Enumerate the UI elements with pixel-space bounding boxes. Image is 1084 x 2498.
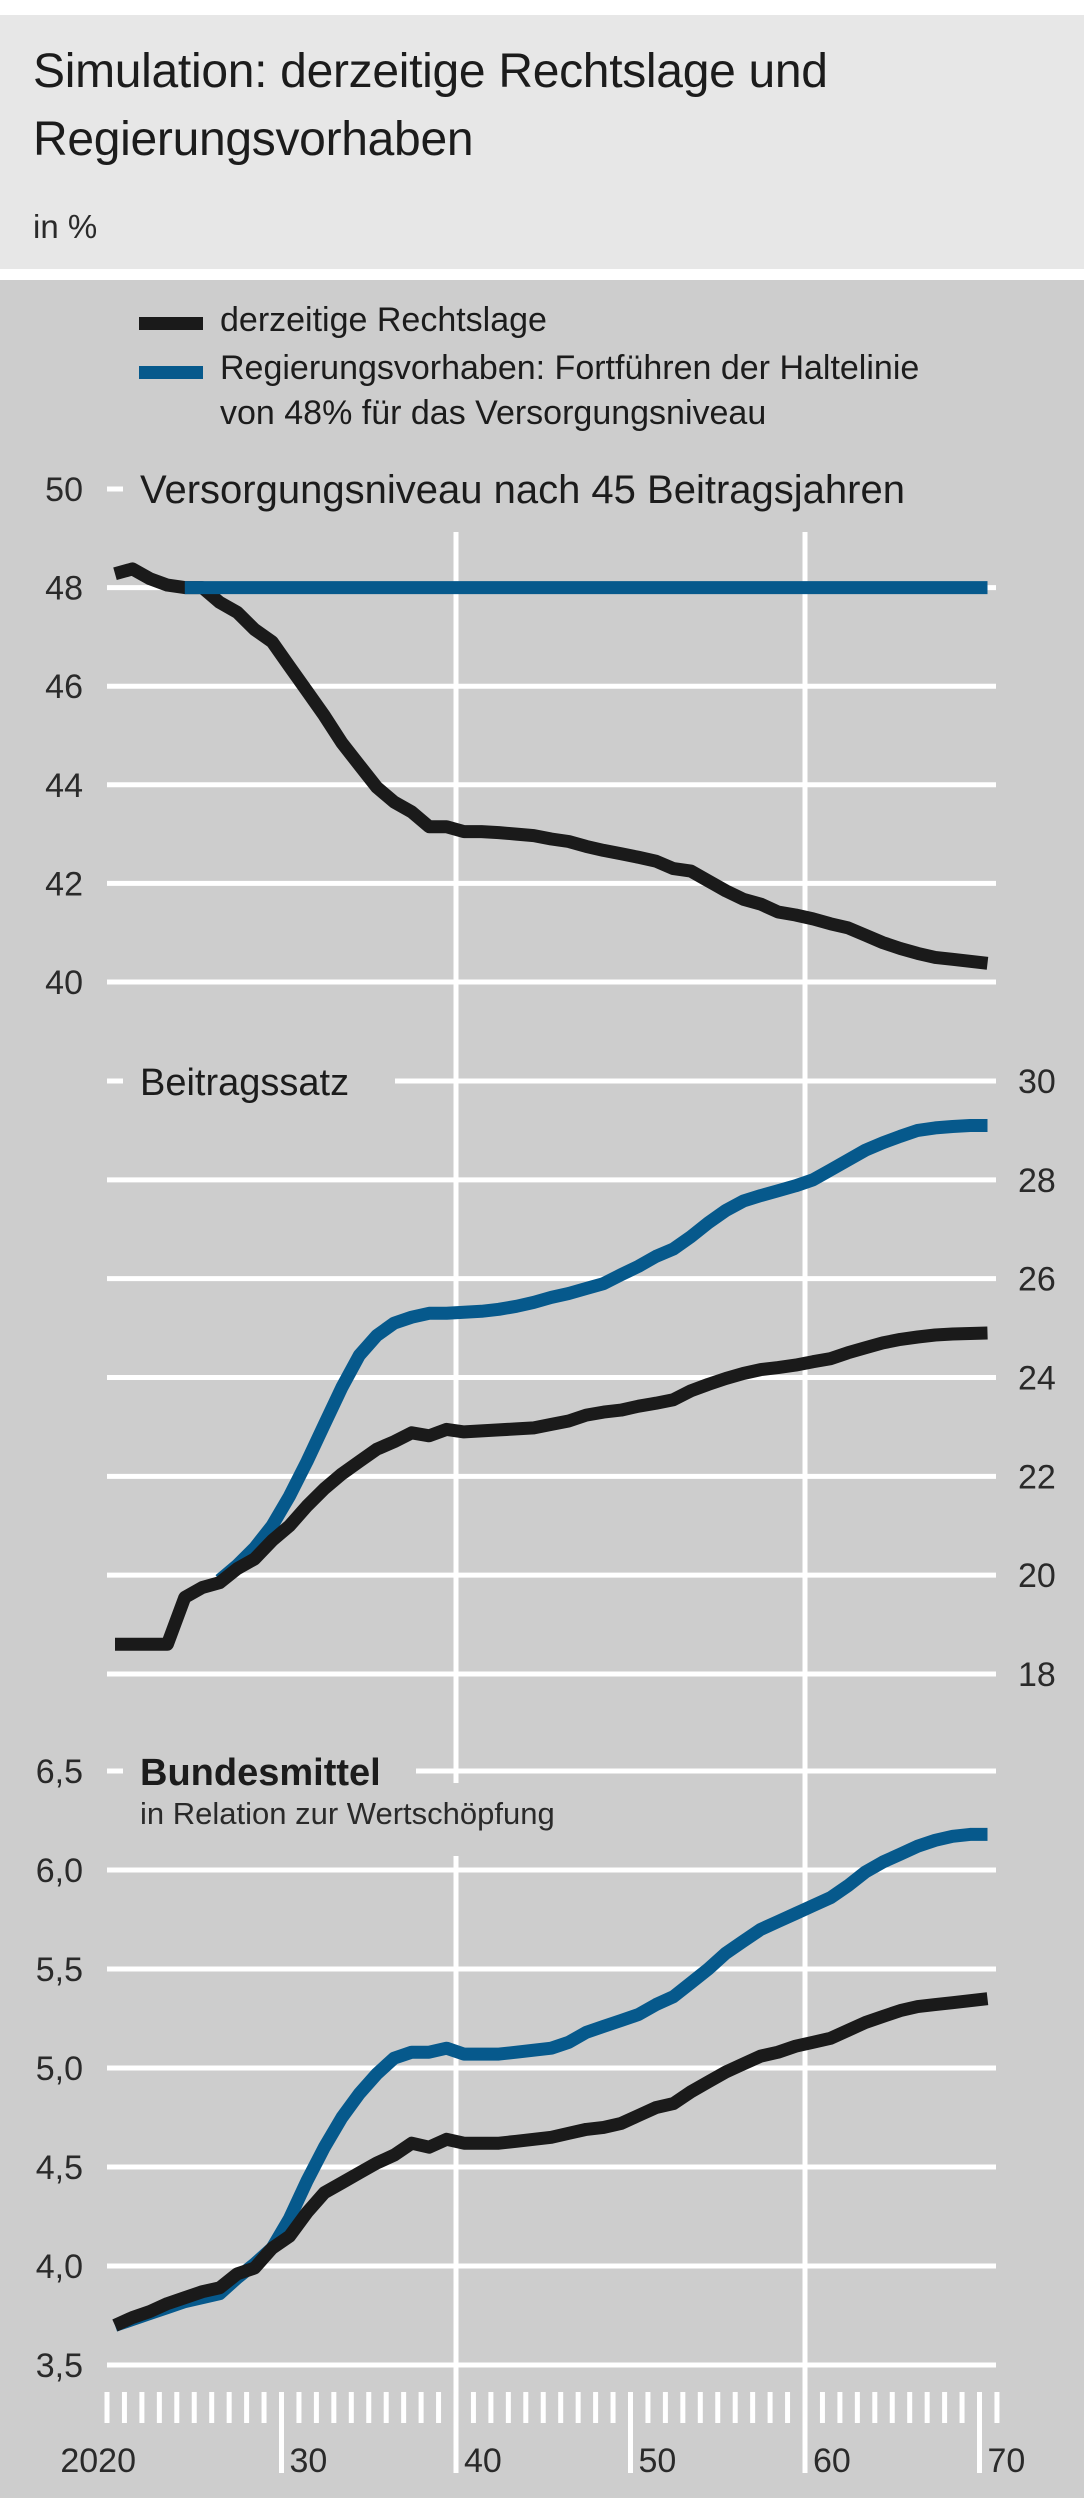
legend-label-plan-line1: Regierungsvorhaben: Fortführen der Halte… — [220, 349, 920, 387]
panel-title: Beitragssatz — [140, 1062, 349, 1104]
y-tick-label: 18 — [1018, 1656, 1056, 1694]
y-tick-label: 26 — [1018, 1261, 1056, 1299]
legend-label-current: derzeitige Rechtslage — [220, 301, 547, 339]
chart-header — [0, 15, 1084, 269]
y-tick-label: 5,5 — [36, 1951, 83, 1989]
chart-title: Simulation: derzeitige Rechtslage und Re… — [33, 45, 828, 166]
unit-label: in % — [33, 208, 98, 245]
y-tick-label: 5,0 — [36, 2050, 83, 2088]
series-line-current — [112, 1992, 989, 2332]
y-tick-label: 3,5 — [36, 2347, 83, 2385]
y-tick-label: 44 — [45, 767, 83, 805]
y-tick-label: 4,5 — [36, 2149, 83, 2187]
y-tick-label: 40 — [45, 964, 83, 1002]
panel-title: Bundesmittel — [140, 1752, 381, 1794]
panel-1: 40 42 44 46 48 50 Versorgungsniveau nach 45 Be… — [45, 468, 996, 1002]
y-tick-label: 28 — [1018, 1162, 1056, 1200]
series-line-plan — [112, 1827, 988, 2332]
series-line-plan — [215, 1119, 988, 1586]
panel-2: 18 20 22 24 26 28 30 Beitragssatz — [107, 1062, 1056, 1694]
y-tick-label: 42 — [45, 865, 83, 903]
y-tick-label: 30 — [1018, 1063, 1056, 1101]
y-tick-label: 24 — [1018, 1360, 1056, 1398]
legend-label-plan-line2: von 48% für das Versorgungsniveau — [220, 394, 767, 432]
y-tick-label: 22 — [1018, 1458, 1056, 1496]
y-tick-label: 6,0 — [36, 1852, 83, 1890]
x-axis: 2020 30 40 50 60 70 — [60, 2392, 1025, 2480]
legend-swatch-current — [139, 317, 203, 330]
x-tick-label: 40 — [464, 2442, 502, 2480]
y-tick-label: 20 — [1018, 1557, 1056, 1595]
y-tick-label: 6,5 — [36, 1753, 83, 1791]
panel-title: Versorgungsniveau nach 45 Beitragsjahren — [140, 468, 905, 512]
x-tick-label: 2020 — [60, 2442, 136, 2480]
y-tick-label: 50 — [45, 471, 83, 509]
plot-background — [0, 280, 1084, 2498]
y-tick-label: 46 — [45, 668, 83, 706]
x-tick-label: 70 — [988, 2442, 1026, 2480]
series-line-current — [113, 562, 989, 970]
y-tick-label: 48 — [45, 570, 83, 608]
series-line-current — [115, 1326, 988, 1651]
y-tick-label: 4,0 — [36, 2248, 83, 2286]
legend-swatch-plan — [139, 366, 203, 379]
x-tick-label: 50 — [639, 2442, 677, 2480]
x-tick-label: 60 — [813, 2442, 851, 2480]
panel-subtitle: in Relation zur Wertschöpfung — [140, 1796, 555, 1831]
x-tick-label: 30 — [290, 2442, 328, 2480]
